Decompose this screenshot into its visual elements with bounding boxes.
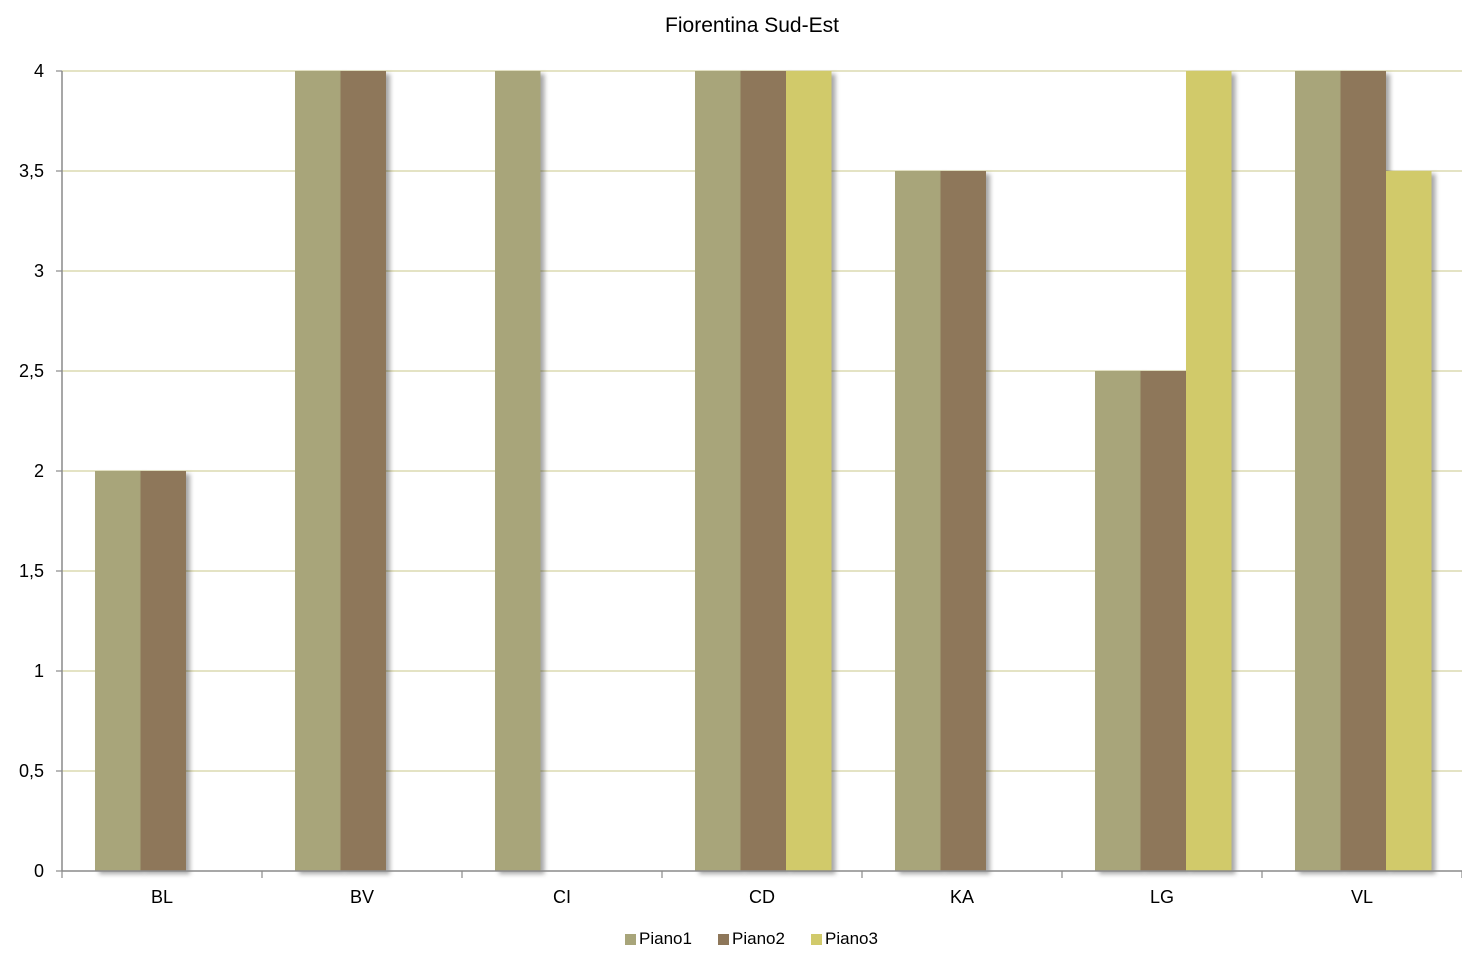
y-tick-label: 2 — [34, 461, 44, 481]
legend-label-piano2: Piano2 — [732, 929, 785, 948]
x-tick-label: KA — [950, 887, 974, 907]
axes — [56, 70, 1462, 878]
x-tick-label: BL — [151, 887, 173, 907]
bar-piano1-lg — [1095, 371, 1141, 871]
bar-piano1-cd — [695, 71, 741, 871]
legend-swatch-piano1 — [625, 934, 636, 945]
bar-piano2-bl — [140, 471, 186, 871]
bar-piano1-ci — [495, 71, 541, 871]
legend-swatch-piano3 — [811, 934, 822, 945]
bar-piano1-bv — [295, 71, 341, 871]
legend: Piano1 Piano2 Piano3 — [625, 929, 878, 948]
bar-piano2-bv — [340, 71, 386, 871]
chart-title: Fiorentina Sud-Est — [665, 14, 839, 37]
y-tick-label: 4 — [34, 61, 44, 81]
y-axis-tick-labels: 0 0,5 1 1,5 2 2,5 3 3,5 4 — [19, 61, 44, 881]
bar-piano2-ka — [940, 171, 986, 871]
y-tick-label: 0,5 — [19, 761, 44, 781]
y-tick-label: 3 — [34, 261, 44, 281]
x-tick-label: CD — [749, 887, 775, 907]
bar-piano3-cd — [786, 71, 832, 871]
bar-piano3-vl — [1386, 171, 1432, 871]
legend-swatch-piano2 — [718, 934, 729, 945]
legend-label-piano1: Piano1 — [639, 929, 692, 948]
x-tick-label: CI — [553, 887, 571, 907]
y-tick-label: 0 — [34, 861, 44, 881]
bar-piano1-ka — [895, 171, 941, 871]
bar-piano1-bl — [95, 471, 141, 871]
y-tick-label: 1,5 — [19, 561, 44, 581]
y-tick-label: 1 — [34, 661, 44, 681]
x-axis-tick-labels: BL BV CI CD KA LG VL — [151, 887, 1373, 907]
bar-piano2-lg — [1140, 371, 1186, 871]
bar-piano3-lg — [1186, 71, 1232, 871]
y-tick-label: 3,5 — [19, 161, 44, 181]
bar-piano2-cd — [740, 71, 786, 871]
bars — [95, 71, 1432, 871]
y-tick-label: 2,5 — [19, 361, 44, 381]
x-tick-label: BV — [350, 887, 374, 907]
bar-piano2-vl — [1340, 71, 1386, 871]
x-tick-label: VL — [1351, 887, 1373, 907]
x-tick-label: LG — [1150, 887, 1174, 907]
legend-label-piano3: Piano3 — [825, 929, 878, 948]
bar-piano1-vl — [1295, 71, 1341, 871]
